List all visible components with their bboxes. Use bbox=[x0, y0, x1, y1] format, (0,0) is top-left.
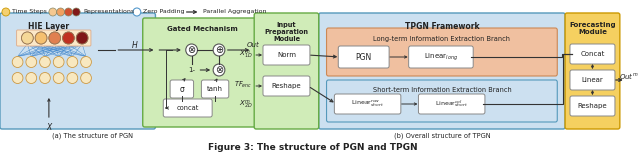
Circle shape bbox=[213, 44, 225, 56]
Text: Linear$_{short}^{row}$: Linear$_{short}^{row}$ bbox=[351, 99, 384, 109]
Text: Short-term Information Extraction Branch: Short-term Information Extraction Branch bbox=[372, 87, 511, 93]
Text: Reshape: Reshape bbox=[271, 83, 301, 89]
Text: Gated Mechanism: Gated Mechanism bbox=[167, 26, 237, 32]
Text: tanh: tanh bbox=[207, 86, 223, 92]
Circle shape bbox=[35, 32, 47, 44]
Text: Figure 3: The structure of PGN and TPGN: Figure 3: The structure of PGN and TPGN bbox=[208, 144, 418, 153]
Circle shape bbox=[22, 32, 33, 44]
Text: $X_{1D}^{m}$: $X_{1D}^{m}$ bbox=[239, 49, 252, 61]
Text: $Out^{m}$: $Out^{m}$ bbox=[619, 71, 639, 81]
Text: concat: concat bbox=[177, 105, 199, 111]
Text: (b) Overall structure of TPGN: (b) Overall structure of TPGN bbox=[394, 133, 490, 139]
Circle shape bbox=[49, 8, 57, 16]
FancyBboxPatch shape bbox=[254, 13, 319, 129]
Text: ⊗: ⊗ bbox=[215, 65, 223, 75]
Text: (a) The structure of PGN: (a) The structure of PGN bbox=[52, 133, 133, 139]
Text: Linear: Linear bbox=[582, 77, 604, 83]
Circle shape bbox=[81, 56, 92, 68]
Text: HIE Layer: HIE Layer bbox=[28, 22, 70, 31]
FancyBboxPatch shape bbox=[0, 13, 156, 129]
Circle shape bbox=[213, 64, 225, 76]
Circle shape bbox=[72, 8, 80, 16]
Text: ⊗: ⊗ bbox=[188, 45, 196, 55]
FancyBboxPatch shape bbox=[326, 28, 557, 76]
Text: TPGN Framework: TPGN Framework bbox=[404, 22, 479, 31]
Text: Time Steps: Time Steps bbox=[12, 10, 47, 15]
Circle shape bbox=[53, 56, 64, 68]
FancyBboxPatch shape bbox=[163, 99, 212, 117]
Circle shape bbox=[63, 32, 74, 44]
FancyBboxPatch shape bbox=[326, 80, 557, 122]
Circle shape bbox=[35, 32, 47, 44]
FancyBboxPatch shape bbox=[319, 13, 565, 129]
FancyBboxPatch shape bbox=[143, 18, 262, 127]
FancyBboxPatch shape bbox=[409, 46, 473, 68]
FancyBboxPatch shape bbox=[570, 44, 615, 64]
FancyBboxPatch shape bbox=[202, 80, 228, 98]
Text: $TF_{enc}$: $TF_{enc}$ bbox=[234, 80, 252, 90]
Circle shape bbox=[26, 73, 36, 83]
Circle shape bbox=[26, 56, 36, 68]
FancyBboxPatch shape bbox=[170, 80, 193, 98]
Text: 1-: 1- bbox=[188, 67, 195, 73]
FancyBboxPatch shape bbox=[263, 76, 310, 96]
Circle shape bbox=[53, 73, 64, 83]
FancyBboxPatch shape bbox=[17, 30, 91, 46]
Circle shape bbox=[12, 73, 23, 83]
Circle shape bbox=[76, 32, 88, 44]
Circle shape bbox=[57, 8, 65, 16]
Text: Out: Out bbox=[246, 42, 259, 48]
FancyBboxPatch shape bbox=[334, 94, 401, 114]
Circle shape bbox=[65, 8, 72, 16]
Text: Norm: Norm bbox=[277, 52, 296, 58]
Circle shape bbox=[76, 32, 88, 44]
Circle shape bbox=[22, 32, 33, 44]
FancyBboxPatch shape bbox=[565, 13, 620, 129]
FancyBboxPatch shape bbox=[339, 46, 389, 68]
Text: Representations: Representations bbox=[83, 10, 134, 15]
Circle shape bbox=[40, 73, 51, 83]
Text: ⊕: ⊕ bbox=[215, 45, 223, 55]
Text: Linear$_{long}$: Linear$_{long}$ bbox=[424, 51, 458, 63]
Circle shape bbox=[67, 56, 77, 68]
FancyBboxPatch shape bbox=[570, 96, 615, 116]
Circle shape bbox=[49, 32, 61, 44]
Text: Long-term Information Extraction Branch: Long-term Information Extraction Branch bbox=[373, 36, 511, 42]
Circle shape bbox=[81, 73, 92, 83]
Text: Parallel Aggregation: Parallel Aggregation bbox=[204, 10, 267, 15]
Circle shape bbox=[133, 8, 141, 16]
Text: $X_{2D}^{m}$: $X_{2D}^{m}$ bbox=[239, 99, 252, 111]
Circle shape bbox=[2, 8, 10, 16]
FancyBboxPatch shape bbox=[570, 70, 615, 90]
Text: H: H bbox=[132, 41, 138, 51]
Circle shape bbox=[67, 73, 77, 83]
Circle shape bbox=[186, 44, 198, 56]
Circle shape bbox=[12, 56, 23, 68]
Text: Zero Padding: Zero Padding bbox=[143, 10, 184, 15]
FancyBboxPatch shape bbox=[419, 94, 485, 114]
Text: Forecasting
Module: Forecasting Module bbox=[569, 22, 616, 35]
Text: Linear$_{short}^{col}$: Linear$_{short}^{col}$ bbox=[435, 99, 468, 109]
Text: Input
Preparation
Module: Input Preparation Module bbox=[264, 22, 308, 42]
Text: PGN: PGN bbox=[356, 53, 372, 61]
Text: Concat: Concat bbox=[580, 51, 605, 57]
Text: σ: σ bbox=[179, 85, 184, 93]
FancyBboxPatch shape bbox=[263, 45, 310, 65]
Circle shape bbox=[49, 32, 61, 44]
Text: X: X bbox=[46, 124, 51, 132]
Text: Reshape: Reshape bbox=[578, 103, 607, 109]
Circle shape bbox=[40, 56, 51, 68]
Circle shape bbox=[63, 32, 74, 44]
